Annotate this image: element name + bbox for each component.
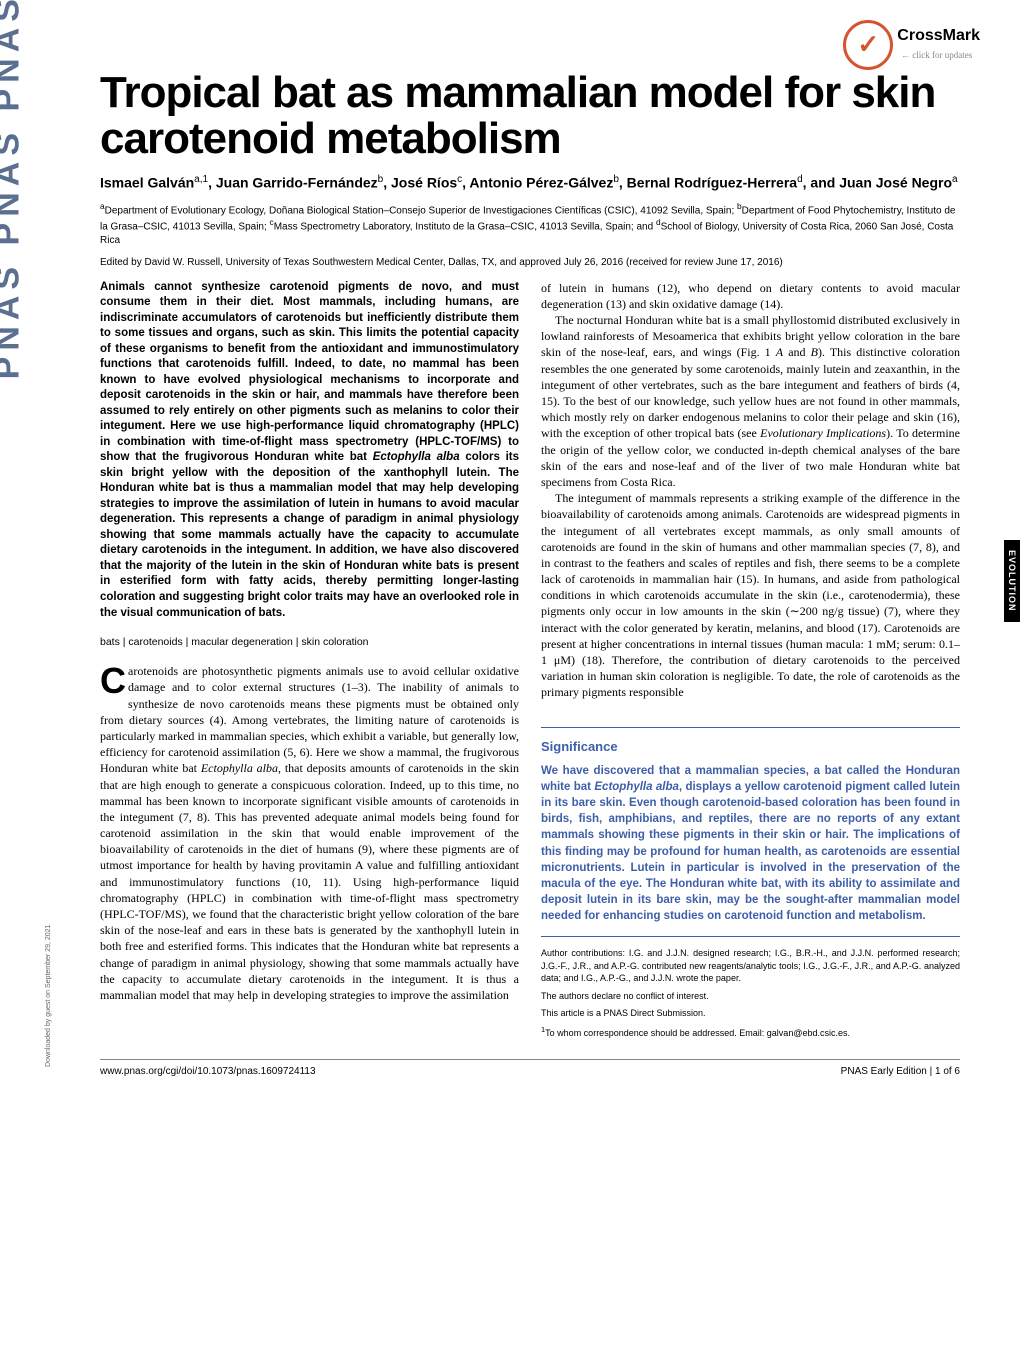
significance-heading: Significance xyxy=(541,738,960,756)
author-contributions: Author contributions: I.G. and J.J.N. de… xyxy=(541,947,960,985)
footnotes: Author contributions: I.G. and J.J.N. de… xyxy=(541,947,960,1040)
crossmark-label: CrossMark xyxy=(897,27,980,44)
conflict-statement: The authors declare no conflict of inter… xyxy=(541,990,960,1003)
article-title: Tropical bat as mammalian model for skin… xyxy=(100,70,960,162)
body-text-right: of lutein in humans (12), who depend on … xyxy=(541,280,960,701)
correspondence: 1To whom correspondence should be addres… xyxy=(541,1025,960,1040)
sig-rule-top xyxy=(541,727,960,728)
author-list: Ismael Galvána,1, Juan Garrido-Fernández… xyxy=(100,174,960,191)
keywords: bats | carotenoids | macular degeneratio… xyxy=(100,635,519,649)
crossmark-sublabel: ← click for updates xyxy=(901,50,972,60)
submission-note: This article is a PNAS Direct Submission… xyxy=(541,1007,960,1020)
abstract: Animals cannot synthesize carotenoid pig… xyxy=(100,280,519,621)
left-column: Animals cannot synthesize carotenoid pig… xyxy=(100,280,519,1045)
doi-link[interactable]: www.pnas.org/cgi/doi/10.1073/pnas.160972… xyxy=(100,1066,316,1077)
crossmark-badge[interactable]: ✓ CrossMark ← click for updates xyxy=(843,20,980,70)
right-column: of lutein in humans (12), who depend on … xyxy=(541,280,960,1045)
significance-body: We have discovered that a mammalian spec… xyxy=(541,763,960,924)
crossmark-icon: ✓ xyxy=(843,20,893,70)
editor-line: Edited by David W. Russell, University o… xyxy=(100,257,960,268)
footnote-rule xyxy=(541,936,960,937)
significance-box: Significance We have discovered that a m… xyxy=(541,715,960,924)
body-text-left: Carotenoids are photosynthetic pigments … xyxy=(100,663,519,1003)
dropcap: C xyxy=(100,666,126,697)
affiliations: aDepartment of Evolutionary Ecology, Doñ… xyxy=(100,201,960,247)
page-number: PNAS Early Edition | 1 of 6 xyxy=(841,1066,960,1077)
footer-rule xyxy=(100,1059,960,1060)
page-footer: www.pnas.org/cgi/doi/10.1073/pnas.160972… xyxy=(100,1066,960,1077)
